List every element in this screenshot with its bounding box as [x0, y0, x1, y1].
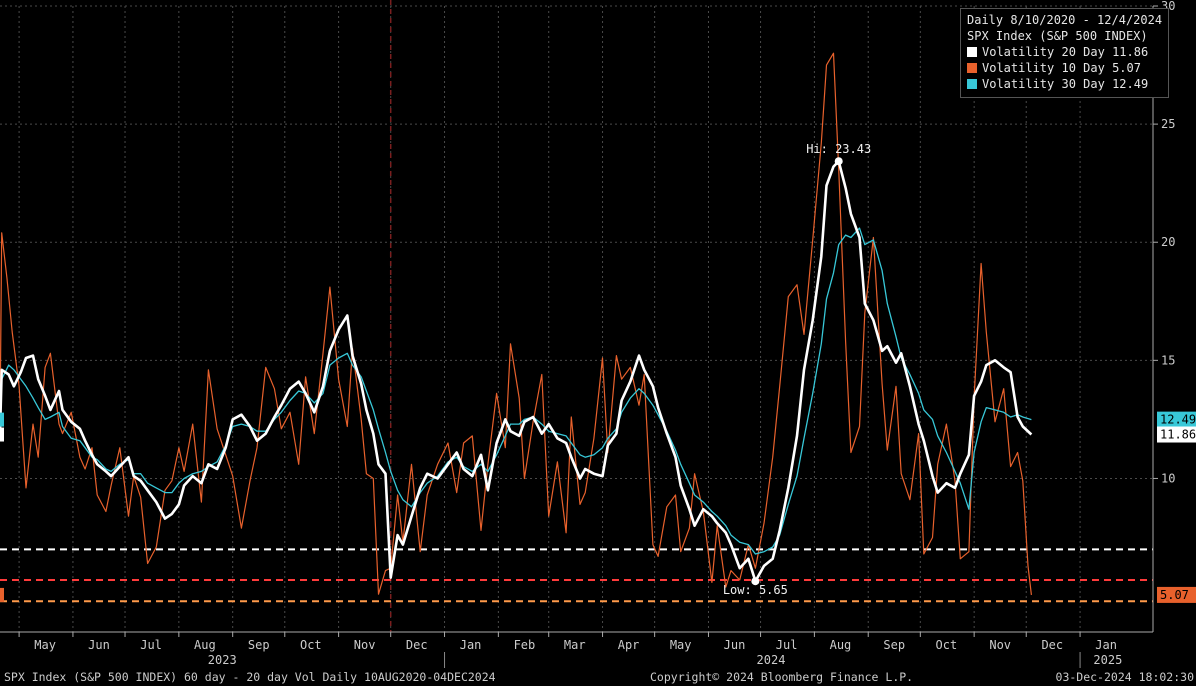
annotations: Hi: 23.43 Low: 5.65	[723, 142, 871, 597]
footer-copyright: Copyright© 2024 Bloomberg Finance L.P.	[650, 670, 914, 684]
last-value-label: 11.86	[1160, 428, 1196, 442]
x-month-label: Jan	[460, 638, 482, 652]
series-line-volatility-20-day	[0, 159, 1033, 583]
left-edge-marker	[0, 587, 4, 602]
legend-swatch-20-day	[967, 47, 977, 57]
legend-item-30-day[interactable]: Volatility 30 Day 12.49	[967, 76, 1162, 92]
legend-item-20-day[interactable]: Volatility 20 Day 11.86	[967, 44, 1162, 60]
legend-header-date-range: Daily 8/10/2020 - 12/4/2024	[967, 13, 1163, 27]
footer-timestamp: 03-Dec-2024 18:02:30	[1055, 670, 1194, 684]
annotation-point	[751, 577, 760, 586]
last-value-tag	[1157, 411, 1196, 428]
x-month-label: Aug	[830, 638, 852, 652]
x-month-label: Jun	[88, 638, 110, 652]
x-month-label: Dec	[1041, 638, 1063, 652]
annotation-label: Hi: 23.43	[806, 142, 871, 156]
x-month-label: May	[34, 638, 56, 652]
y-tick-label: 25	[1161, 117, 1175, 131]
footer-description: SPX Index (S&P 500 INDEX) 60 day - 20 da…	[4, 670, 496, 684]
y-tick-label: 20	[1161, 235, 1175, 249]
x-month-label: Sep	[248, 638, 270, 652]
legend-item-10-day[interactable]: Volatility 10 Day 5.07	[967, 60, 1162, 76]
series-line-volatility-10-day	[0, 52, 1032, 595]
legend-header-security: SPX Index (S&P 500 INDEX)	[967, 29, 1148, 43]
legend-value-30-day: 12.49	[1112, 77, 1149, 91]
series-lines	[0, 52, 1033, 595]
reference-lines	[0, 548, 1153, 603]
x-year-label: 2024	[757, 653, 786, 667]
x-month-label: Aug	[194, 638, 216, 652]
x-month-label: Nov	[354, 638, 376, 652]
legend-label-10-day: Volatility 10 Day	[982, 61, 1105, 75]
last-value-label: 5.07	[1160, 588, 1189, 602]
left-edge-marker	[0, 412, 4, 427]
x-month-label: Oct	[300, 638, 322, 652]
x-month-label: Dec	[406, 638, 428, 652]
left-edge-marker	[0, 427, 4, 442]
last-value-tag	[1157, 426, 1196, 443]
x-month-label: Apr	[618, 638, 640, 652]
x-month-label: Jun	[724, 638, 746, 652]
legend-label-20-day: Volatility 20 Day	[982, 45, 1105, 59]
x-month-label: Mar	[564, 638, 586, 652]
y-tick-label: 15	[1161, 353, 1175, 367]
x-month-label: Oct	[936, 638, 958, 652]
x-year-label: 2025	[1093, 653, 1122, 667]
last-value-tag	[1157, 586, 1196, 603]
x-month-label: Sep	[883, 638, 905, 652]
x-month-label: Feb	[514, 638, 536, 652]
y-tick-label: 10	[1161, 471, 1175, 485]
x-year-label: 2023	[208, 653, 237, 667]
x-month-label: Jul	[776, 638, 798, 652]
chart-legend: Daily 8/10/2020 - 12/4/2024 SPX Index (S…	[960, 8, 1169, 98]
legend-swatch-30-day	[967, 79, 977, 89]
annotation-point	[834, 157, 843, 166]
x-month-label: Jul	[140, 638, 162, 652]
x-month-label: May	[670, 638, 692, 652]
x-month-label: Nov	[989, 638, 1011, 652]
legend-swatch-10-day	[967, 63, 977, 73]
series-line-volatility-30-day	[0, 227, 1032, 555]
x-month-label: Jan	[1095, 638, 1117, 652]
grid-lines	[0, 5, 1153, 632]
legend-value-10-day: 5.07	[1112, 61, 1141, 75]
annotation-label: Low: 5.65	[723, 583, 788, 597]
last-value-label: 12.49	[1160, 413, 1196, 427]
legend-label-30-day: Volatility 30 Day	[982, 77, 1105, 91]
legend-value-20-day: 11.86	[1112, 45, 1149, 59]
